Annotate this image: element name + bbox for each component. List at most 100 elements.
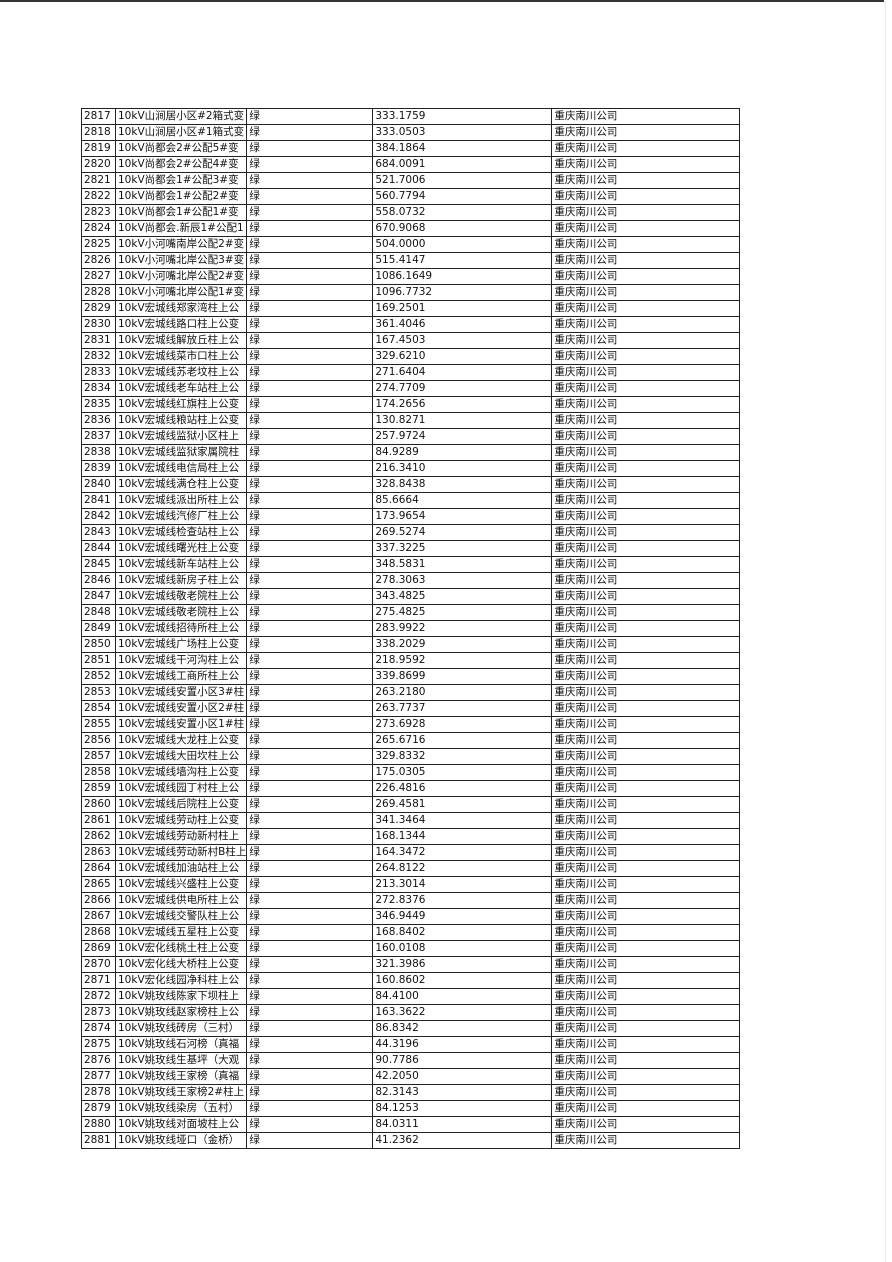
value-cell: 263.2180	[372, 684, 553, 701]
company-cell: 重庆南川公司	[551, 620, 741, 637]
company-cell: 重庆南川公司	[551, 332, 741, 349]
row-number-cell: 2829	[81, 300, 116, 317]
name-cell: 10kV宏城线老车站柱上公	[114, 380, 248, 397]
company-cell: 重庆南川公司	[551, 316, 741, 333]
row-number-cell: 2878	[81, 1084, 116, 1101]
table-row: 2817 10kV山涧居小区#2箱式变绿 333.1759 重庆南川公司	[81, 108, 741, 125]
company-cell: 重庆南川公司	[551, 412, 741, 429]
name-cell: 10kV宏城线园丁村柱上公	[114, 780, 248, 797]
row-number-cell: 2859	[81, 780, 116, 797]
name-cell: 10kV宏城线交警队柱上公	[114, 908, 248, 925]
value-cell: 226.4816	[372, 780, 553, 797]
color-cell: 绿	[246, 572, 374, 589]
row-number-cell: 2822	[81, 188, 116, 205]
row-number-cell: 2852	[81, 668, 116, 685]
row-number-cell: 2823	[81, 204, 116, 221]
name-cell: 10kV山涧居小区#2箱式变	[114, 108, 248, 125]
table-row: 2871 10kV宏化线园净科柱上公绿 160.8602 重庆南川公司	[81, 972, 741, 989]
row-number-cell: 2868	[81, 924, 116, 941]
color-cell: 绿	[246, 1036, 374, 1053]
color-cell: 绿	[246, 924, 374, 941]
company-cell: 重庆南川公司	[551, 364, 741, 381]
name-cell: 10kV宏城线监狱家属院柱	[114, 444, 248, 461]
company-cell: 重庆南川公司	[551, 1132, 741, 1149]
value-cell: 275.4825	[372, 604, 553, 621]
company-cell: 重庆南川公司	[551, 508, 741, 525]
name-cell: 10kV宏城线安置小区2#柱	[114, 700, 248, 717]
page-top-border	[0, 0, 884, 2]
value-cell: 173.9654	[372, 508, 553, 525]
name-cell: 10kV宏城线敬老院柱上公	[114, 604, 248, 621]
color-cell: 绿	[246, 908, 374, 925]
row-number-cell: 2876	[81, 1052, 116, 1069]
row-number-cell: 2824	[81, 220, 116, 237]
name-cell: 10kV宏城线检查站柱上公	[114, 524, 248, 541]
table-row: 2853 10kV宏城线安置小区3#柱绿 263.2180 重庆南川公司	[81, 684, 741, 701]
table-row: 2849 10kV宏城线招待所柱上公绿 283.9922 重庆南川公司	[81, 620, 741, 637]
company-cell: 重庆南川公司	[551, 892, 741, 909]
table-row: 2835 10kV宏城线红旗柱上公变绿 174.2656 重庆南川公司	[81, 396, 741, 413]
company-cell: 重庆南川公司	[551, 908, 741, 925]
name-cell: 10kV宏城线劳动新村B柱上	[114, 844, 248, 861]
row-number-cell: 2840	[81, 476, 116, 493]
color-cell: 绿	[246, 668, 374, 685]
company-cell: 重庆南川公司	[551, 140, 741, 157]
company-cell: 重庆南川公司	[551, 124, 741, 141]
name-cell: 10kV宏化线桃土柱上公变	[114, 940, 248, 957]
color-cell: 绿	[246, 1052, 374, 1069]
table-row: 2878 10kV姚玫线王家榜2#柱上绿 82.3143 重庆南川公司	[81, 1084, 741, 1101]
company-cell: 重庆南川公司	[551, 700, 741, 717]
value-cell: 264.8122	[372, 860, 553, 877]
name-cell: 10kV山涧居小区#1箱式变	[114, 124, 248, 141]
table-row: 2839 10kV宏城线电信局柱上公绿 216.3410 重庆南川公司	[81, 460, 741, 477]
data-table: 2817 10kV山涧居小区#2箱式变绿 333.1759 重庆南川公司 2818 10k…	[81, 108, 741, 1149]
table-row: 2821 10kV尚都会1#公配3#变绿 521.7006 重庆南川公司	[81, 172, 741, 189]
table-row: 2819 10kV尚都会2#公配5#变绿 384.1864 重庆南川公司	[81, 140, 741, 157]
company-cell: 重庆南川公司	[551, 460, 741, 477]
color-cell: 绿	[246, 764, 374, 781]
row-number-cell: 2856	[81, 732, 116, 749]
table-row: 2840 10kV宏城线满仓柱上公变绿 328.8438 重庆南川公司	[81, 476, 741, 493]
table-row: 2850 10kV宏城线广场柱上公变绿 338.2029 重庆南川公司	[81, 636, 741, 653]
value-cell: 321.3986	[372, 956, 553, 973]
company-cell: 重庆南川公司	[551, 556, 741, 573]
value-cell: 84.0311	[372, 1116, 553, 1133]
name-cell: 10kV姚玫线王家榜（真福	[114, 1068, 248, 1085]
table-row: 2852 10kV宏城线工商所柱上公绿 339.8699 重庆南川公司	[81, 668, 741, 685]
color-cell: 绿	[246, 1132, 374, 1149]
name-cell: 10kV宏城线兴盛柱上公变	[114, 876, 248, 893]
company-cell: 重庆南川公司	[551, 492, 741, 509]
company-cell: 重庆南川公司	[551, 604, 741, 621]
table-row: 2830 10kV宏城线路口柱上公变绿 361.4046 重庆南川公司	[81, 316, 741, 333]
color-cell: 绿	[246, 828, 374, 845]
row-number-cell: 2844	[81, 540, 116, 557]
company-cell: 重庆南川公司	[551, 716, 741, 733]
color-cell: 绿	[246, 412, 374, 429]
table-row: 2838 10kV宏城线监狱家属院柱绿 84.9289 重庆南川公司	[81, 444, 741, 461]
color-cell: 绿	[246, 252, 374, 269]
row-number-cell: 2854	[81, 700, 116, 717]
company-cell: 重庆南川公司	[551, 108, 741, 125]
company-cell: 重庆南川公司	[551, 588, 741, 605]
color-cell: 绿	[246, 124, 374, 141]
table-row: 2869 10kV宏化线桃土柱上公变绿 160.0108 重庆南川公司	[81, 940, 741, 957]
value-cell: 271.6404	[372, 364, 553, 381]
table-row: 2874 10kV姚玫线砖房（三村）绿 86.8342 重庆南川公司	[81, 1020, 741, 1037]
color-cell: 绿	[246, 156, 374, 173]
color-cell: 绿	[246, 460, 374, 477]
row-number-cell: 2825	[81, 236, 116, 253]
table-row: 2818 10kV山涧居小区#1箱式变绿 333.0503 重庆南川公司	[81, 124, 741, 141]
value-cell: 684.0091	[372, 156, 553, 173]
table-row: 2844 10kV宏城线曙光柱上公变绿 337.3225 重庆南川公司	[81, 540, 741, 557]
company-cell: 重庆南川公司	[551, 1004, 741, 1021]
name-cell: 10kV宏城线大龙柱上公变	[114, 732, 248, 749]
color-cell: 绿	[246, 492, 374, 509]
color-cell: 绿	[246, 844, 374, 861]
color-cell: 绿	[246, 284, 374, 301]
color-cell: 绿	[246, 444, 374, 461]
row-number-cell: 2858	[81, 764, 116, 781]
color-cell: 绿	[246, 364, 374, 381]
company-cell: 重庆南川公司	[551, 956, 741, 973]
color-cell: 绿	[246, 172, 374, 189]
color-cell: 绿	[246, 268, 374, 285]
